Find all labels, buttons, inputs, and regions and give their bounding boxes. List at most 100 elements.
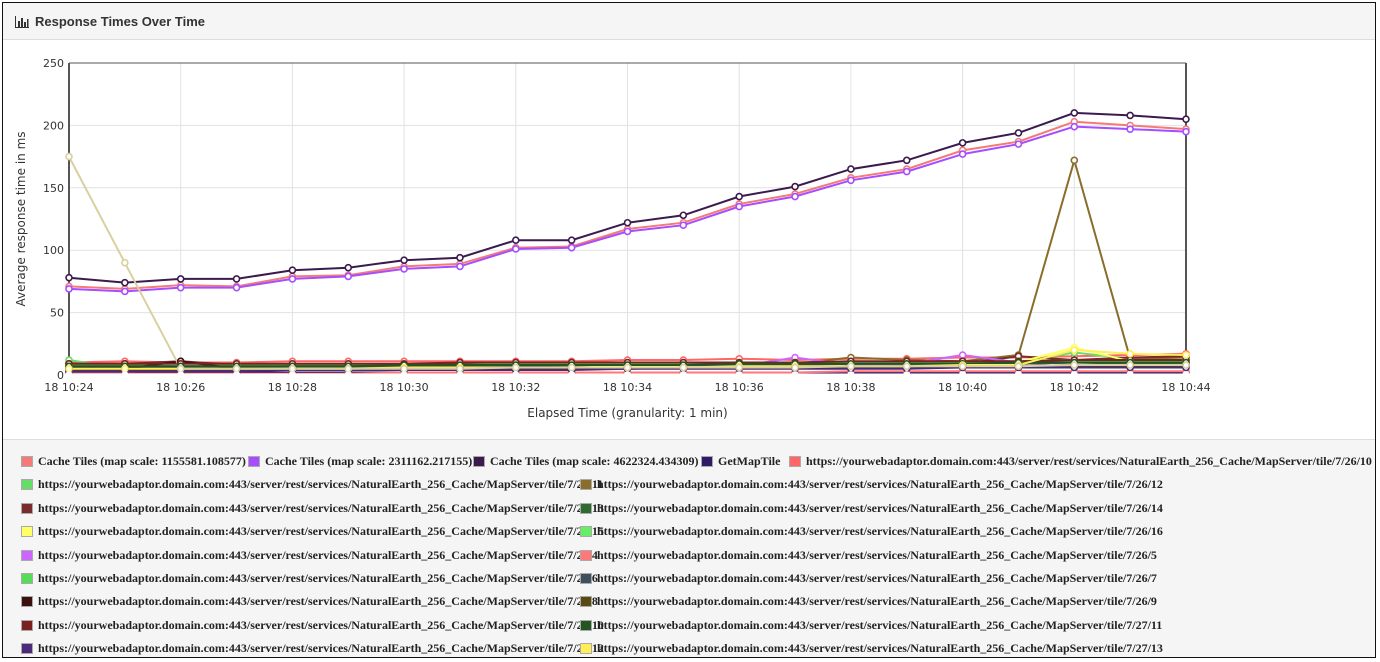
x-tick-label: 18 10:28 xyxy=(268,381,317,394)
legend-label: https://yourwebadaptor.domain.com:443/se… xyxy=(38,524,604,539)
data-point xyxy=(567,363,576,372)
x-tick-label: 18 10:24 xyxy=(44,381,93,394)
data-point xyxy=(847,362,855,371)
data-point xyxy=(902,156,911,165)
data-point xyxy=(679,363,688,372)
panel-title-text: Response Times Over Time xyxy=(35,14,206,29)
legend-label: https://yourwebadaptor.domain.com:443/se… xyxy=(38,641,604,656)
legend-label: https://yourwebadaptor.domain.com:443/se… xyxy=(38,500,604,515)
legend-swatch xyxy=(21,479,33,491)
legend-swatch xyxy=(21,573,33,584)
data-point xyxy=(1126,125,1134,133)
legend-item[interactable]: https://yourwebadaptor.domain.com:443/se… xyxy=(789,454,1372,469)
legend-swatch xyxy=(789,456,801,467)
data-point xyxy=(344,272,353,281)
y-tick-label: 0 xyxy=(57,369,64,382)
legend-label: https://yourwebadaptor.domain.com:443/se… xyxy=(597,547,1157,562)
data-point xyxy=(176,371,185,379)
y-tick-label: 50 xyxy=(50,307,64,320)
legend-swatch xyxy=(473,456,485,467)
legend-item[interactable]: Cache Tiles (map scale: 1155581.108577) xyxy=(21,454,246,469)
x-tick-label: 18 10:30 xyxy=(379,381,428,394)
data-point xyxy=(791,371,799,379)
legend-item[interactable]: https://yourwebadaptor.domain.com:443/se… xyxy=(580,477,1163,492)
data-point xyxy=(511,245,520,253)
legend-item[interactable]: https://yourwebadaptor.domain.com:443/se… xyxy=(580,501,1163,516)
data-point xyxy=(344,364,353,373)
data-point xyxy=(1182,361,1190,369)
legend-swatch xyxy=(248,456,260,467)
data-point xyxy=(623,218,632,227)
data-point xyxy=(791,363,799,372)
legend-item[interactable]: https://yourwebadaptor.domain.com:443/se… xyxy=(580,618,1162,633)
legend-swatch xyxy=(21,643,33,655)
legend-item[interactable]: https://yourwebadaptor.domain.com:443/se… xyxy=(21,618,604,633)
data-point xyxy=(1126,371,1134,379)
data-point xyxy=(344,371,353,379)
data-point xyxy=(679,221,688,230)
data-point xyxy=(1014,362,1023,371)
legend-item[interactable]: https://yourwebadaptor.domain.com:443/se… xyxy=(580,594,1157,609)
data-point xyxy=(65,273,73,282)
panel-title: Response Times Over Time xyxy=(15,14,205,29)
x-tick-label: 18 10:26 xyxy=(156,381,205,394)
legend-swatch xyxy=(21,596,33,608)
legend-item[interactable]: https://yourwebadaptor.domain.com:443/se… xyxy=(580,641,1163,656)
legend-item[interactable]: https://yourwebadaptor.domain.com:443/se… xyxy=(21,548,598,563)
data-point xyxy=(1182,115,1190,123)
legend-item[interactable]: https://yourwebadaptor.domain.com:443/se… xyxy=(21,477,603,492)
data-point xyxy=(232,364,241,373)
legend-label: https://yourwebadaptor.domain.com:443/se… xyxy=(38,571,598,585)
data-point xyxy=(791,192,799,201)
legend-item[interactable]: Cache Tiles (map scale: 4622324.434309) xyxy=(473,454,699,469)
legend-swatch xyxy=(580,549,592,561)
data-point xyxy=(511,363,520,372)
legend-label: Cache Tiles (map scale: 4622324.434309) xyxy=(490,454,699,468)
data-point xyxy=(1070,371,1079,379)
data-point xyxy=(65,364,73,373)
data-point xyxy=(1070,109,1079,117)
data-point xyxy=(288,371,297,379)
legend-label: https://yourwebadaptor.domain.com:443/se… xyxy=(38,594,598,609)
legend-label: https://yourwebadaptor.domain.com:443/se… xyxy=(806,454,1372,468)
data-point xyxy=(735,371,744,379)
legend-swatch xyxy=(21,549,33,561)
legend-label: https://yourwebadaptor.domain.com:443/se… xyxy=(597,641,1163,656)
legend-item[interactable]: https://yourwebadaptor.domain.com:443/se… xyxy=(580,548,1157,563)
legend-item[interactable]: https://yourwebadaptor.domain.com:443/se… xyxy=(21,594,598,609)
data-point xyxy=(176,275,185,283)
data-point xyxy=(400,371,408,379)
legend-item[interactable]: https://yourwebadaptor.domain.com:443/se… xyxy=(580,571,1157,586)
data-point xyxy=(847,371,855,379)
legend-label: https://yourwebadaptor.domain.com:443/se… xyxy=(597,524,1163,539)
legend-item[interactable]: https://yourwebadaptor.domain.com:443/se… xyxy=(21,571,598,586)
data-point xyxy=(1070,346,1079,354)
data-point xyxy=(847,176,855,185)
data-point xyxy=(623,227,632,236)
data-point xyxy=(623,363,632,372)
data-point xyxy=(1182,127,1190,136)
x-axis-label: Elapsed Time (granularity: 1 min) xyxy=(527,406,727,420)
data-point xyxy=(735,363,744,372)
data-point xyxy=(456,364,464,373)
data-point xyxy=(121,278,129,287)
data-point xyxy=(1182,371,1190,379)
legend-item[interactable]: https://yourwebadaptor.domain.com:443/se… xyxy=(21,524,604,539)
legend-item[interactable]: GetMapTile xyxy=(701,454,780,469)
legend-item[interactable]: https://yourwebadaptor.domain.com:443/se… xyxy=(21,641,604,656)
data-point xyxy=(567,371,576,379)
data-point xyxy=(567,243,576,252)
data-point xyxy=(958,351,967,359)
legend-label: Cache Tiles (map scale: 1155581.108577) xyxy=(38,454,246,468)
legend-item[interactable]: Cache Tiles (map scale: 2311162.217155) xyxy=(248,454,472,469)
legend-item[interactable]: https://yourwebadaptor.domain.com:443/se… xyxy=(580,524,1163,539)
data-point xyxy=(456,262,464,271)
legend-swatch xyxy=(701,456,713,467)
data-point xyxy=(176,283,185,292)
chart-area: 0 50 100 150 200 250 18 10:24 18 10:26 18 10:28 1… xyxy=(3,40,1375,438)
legend-item[interactable]: https://yourwebadaptor.domain.com:443/se… xyxy=(21,501,604,516)
legend-label: Cache Tiles (map scale: 2311162.217155) xyxy=(265,454,473,468)
response-times-chart: 0 50 100 150 200 250 18 10:24 18 10:26 18 10:28 1… xyxy=(14,57,1211,420)
data-point xyxy=(1014,129,1023,137)
